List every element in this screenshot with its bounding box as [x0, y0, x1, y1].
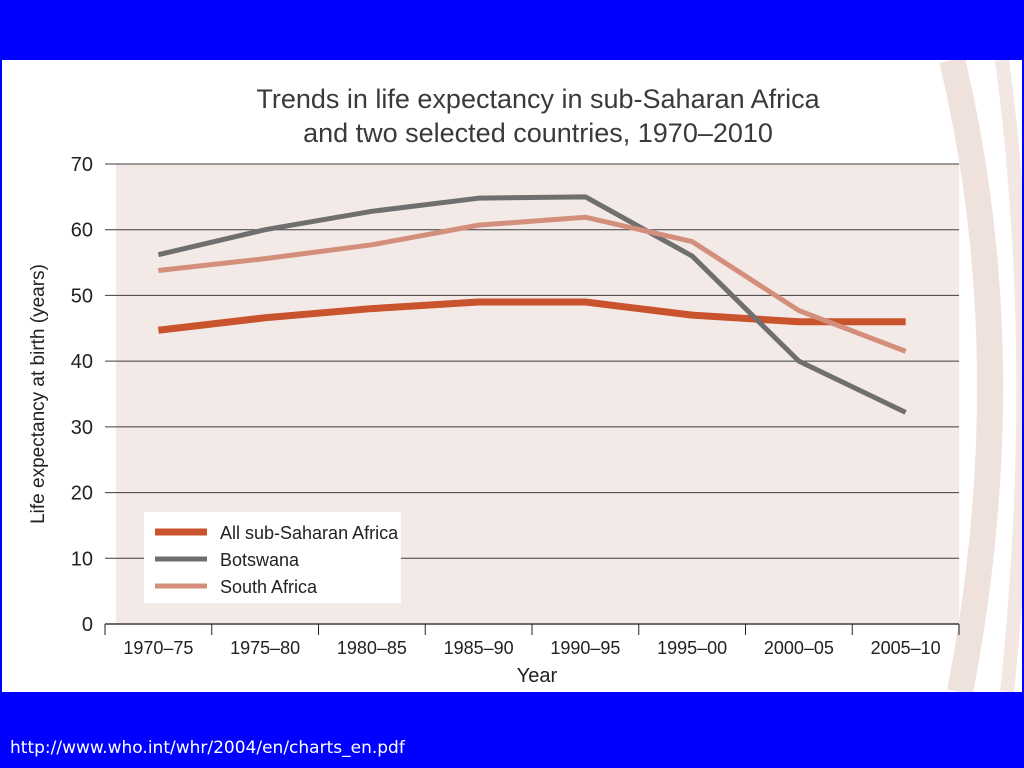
life-expectancy-chart: Trends in life expectancy in sub-Saharan…: [28, 60, 1022, 692]
x-tick-label: 1980–85: [337, 638, 407, 658]
x-tick-label: 1985–90: [444, 638, 514, 658]
y-tick-label: 30: [71, 417, 93, 439]
x-tick-label: 1975–80: [230, 638, 300, 658]
y-tick-label: 60: [71, 220, 93, 242]
chart-title-line-1: Trends in life expectancy in sub-Saharan…: [256, 84, 820, 114]
series-line-botswana: [157, 194, 907, 415]
y-tick-label: 0: [82, 614, 93, 636]
x-tick-label: 2000–05: [764, 638, 834, 658]
x-tick-label: 1995–00: [657, 638, 727, 658]
x-tick-label: 1990–95: [550, 638, 620, 658]
legend-label-botswana: Botswana: [220, 550, 300, 570]
legend-label-all-sub-saharan-africa: All sub-Saharan Africa: [220, 523, 399, 543]
decoration-arc: [995, 60, 1022, 692]
top-bar: [0, 0, 1024, 60]
y-tick-label: 10: [71, 548, 93, 570]
series-line-all-sub-saharan-africa: [157, 298, 906, 334]
slide-content: Trends in life expectancy in sub-Saharan…: [2, 60, 1022, 692]
y-tick-label: 20: [71, 483, 93, 505]
series-line-south-africa: [158, 214, 907, 354]
legend-label-south-africa: South Africa: [220, 577, 318, 597]
x-axis-title: Year: [517, 665, 558, 687]
x-tick-label: 2005–10: [871, 638, 941, 658]
bottom-bar: [0, 692, 1024, 768]
y-tick-label: 70: [71, 154, 93, 176]
chart-title-line-2: and two selected countries, 1970–2010: [303, 118, 773, 148]
y-axis-title: Life expectancy at birth (years): [28, 264, 49, 524]
y-tick-label: 40: [71, 351, 93, 373]
decoration-arc: [939, 60, 1004, 692]
x-tick-label: 1970–75: [123, 638, 193, 658]
y-tick-label: 50: [71, 285, 93, 307]
source-link[interactable]: http://www.who.int/whr/2004/en/charts_en…: [10, 738, 405, 758]
